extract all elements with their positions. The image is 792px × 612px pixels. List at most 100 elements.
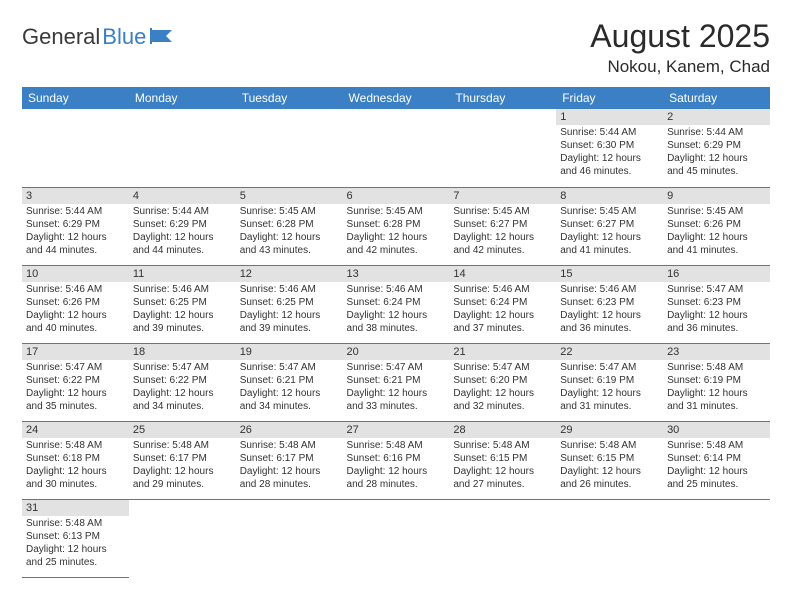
calendar-cell: 28Sunrise: 5:48 AMSunset: 6:15 PMDayligh…	[449, 421, 556, 499]
header: General Blue August 2025 Nokou, Kanem, C…	[22, 18, 770, 77]
calendar-cell: 6Sunrise: 5:45 AMSunset: 6:28 PMDaylight…	[343, 187, 450, 265]
day-details: Sunrise: 5:44 AMSunset: 6:29 PMDaylight:…	[22, 204, 129, 259]
calendar-cell	[343, 499, 450, 577]
calendar-cell	[236, 109, 343, 187]
day-details: Sunrise: 5:44 AMSunset: 6:30 PMDaylight:…	[556, 125, 663, 180]
day-details: Sunrise: 5:46 AMSunset: 6:26 PMDaylight:…	[22, 282, 129, 337]
day-number: 18	[129, 344, 236, 360]
calendar-cell: 1Sunrise: 5:44 AMSunset: 6:30 PMDaylight…	[556, 109, 663, 187]
day-details: Sunrise: 5:46 AMSunset: 6:24 PMDaylight:…	[449, 282, 556, 337]
day-number: 19	[236, 344, 343, 360]
weekday-header: Saturday	[663, 87, 770, 109]
day-details: Sunrise: 5:46 AMSunset: 6:24 PMDaylight:…	[343, 282, 450, 337]
calendar-cell	[129, 109, 236, 187]
calendar-cell: 10Sunrise: 5:46 AMSunset: 6:26 PMDayligh…	[22, 265, 129, 343]
day-number: 21	[449, 344, 556, 360]
calendar-cell: 12Sunrise: 5:46 AMSunset: 6:25 PMDayligh…	[236, 265, 343, 343]
calendar-body: 1Sunrise: 5:44 AMSunset: 6:30 PMDaylight…	[22, 109, 770, 577]
calendar-cell	[22, 109, 129, 187]
brand-logo: General Blue	[22, 18, 176, 50]
calendar-cell: 30Sunrise: 5:48 AMSunset: 6:14 PMDayligh…	[663, 421, 770, 499]
day-details: Sunrise: 5:47 AMSunset: 6:22 PMDaylight:…	[22, 360, 129, 415]
calendar-cell: 31Sunrise: 5:48 AMSunset: 6:13 PMDayligh…	[22, 499, 129, 577]
calendar-cell: 29Sunrise: 5:48 AMSunset: 6:15 PMDayligh…	[556, 421, 663, 499]
day-number: 4	[129, 188, 236, 204]
day-number: 20	[343, 344, 450, 360]
day-details: Sunrise: 5:47 AMSunset: 6:21 PMDaylight:…	[236, 360, 343, 415]
day-details: Sunrise: 5:47 AMSunset: 6:20 PMDaylight:…	[449, 360, 556, 415]
day-details: Sunrise: 5:48 AMSunset: 6:17 PMDaylight:…	[129, 438, 236, 493]
day-number: 1	[556, 109, 663, 125]
day-details: Sunrise: 5:47 AMSunset: 6:19 PMDaylight:…	[556, 360, 663, 415]
weekday-header: Monday	[129, 87, 236, 109]
day-details: Sunrise: 5:44 AMSunset: 6:29 PMDaylight:…	[129, 204, 236, 259]
day-number: 2	[663, 109, 770, 125]
calendar-cell: 22Sunrise: 5:47 AMSunset: 6:19 PMDayligh…	[556, 343, 663, 421]
calendar-cell: 9Sunrise: 5:45 AMSunset: 6:26 PMDaylight…	[663, 187, 770, 265]
day-details: Sunrise: 5:48 AMSunset: 6:18 PMDaylight:…	[22, 438, 129, 493]
day-details: Sunrise: 5:48 AMSunset: 6:16 PMDaylight:…	[343, 438, 450, 493]
day-number: 23	[663, 344, 770, 360]
calendar-cell: 25Sunrise: 5:48 AMSunset: 6:17 PMDayligh…	[129, 421, 236, 499]
title-block: August 2025 Nokou, Kanem, Chad	[590, 18, 770, 77]
weekday-header: Tuesday	[236, 87, 343, 109]
weekday-header: Thursday	[449, 87, 556, 109]
day-number: 12	[236, 266, 343, 282]
day-details: Sunrise: 5:46 AMSunset: 6:23 PMDaylight:…	[556, 282, 663, 337]
day-number: 28	[449, 422, 556, 438]
calendar-cell: 13Sunrise: 5:46 AMSunset: 6:24 PMDayligh…	[343, 265, 450, 343]
day-number: 24	[22, 422, 129, 438]
calendar-cell: 19Sunrise: 5:47 AMSunset: 6:21 PMDayligh…	[236, 343, 343, 421]
brand-word-2: Blue	[102, 24, 146, 50]
brand-word-1: General	[22, 24, 100, 50]
calendar-cell: 15Sunrise: 5:46 AMSunset: 6:23 PMDayligh…	[556, 265, 663, 343]
day-number: 5	[236, 188, 343, 204]
day-details: Sunrise: 5:45 AMSunset: 6:28 PMDaylight:…	[236, 204, 343, 259]
day-number: 27	[343, 422, 450, 438]
calendar-cell: 2Sunrise: 5:44 AMSunset: 6:29 PMDaylight…	[663, 109, 770, 187]
day-number: 22	[556, 344, 663, 360]
day-number: 15	[556, 266, 663, 282]
day-number: 11	[129, 266, 236, 282]
day-details: Sunrise: 5:45 AMSunset: 6:27 PMDaylight:…	[449, 204, 556, 259]
calendar-cell: 14Sunrise: 5:46 AMSunset: 6:24 PMDayligh…	[449, 265, 556, 343]
day-details: Sunrise: 5:44 AMSunset: 6:29 PMDaylight:…	[663, 125, 770, 180]
day-details: Sunrise: 5:48 AMSunset: 6:13 PMDaylight:…	[22, 516, 129, 571]
day-details: Sunrise: 5:45 AMSunset: 6:27 PMDaylight:…	[556, 204, 663, 259]
day-number: 31	[22, 500, 129, 516]
day-details: Sunrise: 5:47 AMSunset: 6:21 PMDaylight:…	[343, 360, 450, 415]
day-number: 26	[236, 422, 343, 438]
calendar-cell: 7Sunrise: 5:45 AMSunset: 6:27 PMDaylight…	[449, 187, 556, 265]
day-number: 25	[129, 422, 236, 438]
day-number: 3	[22, 188, 129, 204]
day-number: 13	[343, 266, 450, 282]
calendar-cell: 11Sunrise: 5:46 AMSunset: 6:25 PMDayligh…	[129, 265, 236, 343]
calendar-header-row: SundayMondayTuesdayWednesdayThursdayFrid…	[22, 87, 770, 109]
day-details: Sunrise: 5:48 AMSunset: 6:17 PMDaylight:…	[236, 438, 343, 493]
calendar-cell	[556, 499, 663, 577]
calendar-cell	[236, 499, 343, 577]
calendar-cell: 20Sunrise: 5:47 AMSunset: 6:21 PMDayligh…	[343, 343, 450, 421]
weekday-header: Wednesday	[343, 87, 450, 109]
day-details: Sunrise: 5:48 AMSunset: 6:14 PMDaylight:…	[663, 438, 770, 493]
day-details: Sunrise: 5:48 AMSunset: 6:15 PMDaylight:…	[449, 438, 556, 493]
location-subtitle: Nokou, Kanem, Chad	[590, 57, 770, 77]
weekday-header: Friday	[556, 87, 663, 109]
calendar-cell: 26Sunrise: 5:48 AMSunset: 6:17 PMDayligh…	[236, 421, 343, 499]
day-details: Sunrise: 5:46 AMSunset: 6:25 PMDaylight:…	[129, 282, 236, 337]
day-number: 16	[663, 266, 770, 282]
calendar-cell	[343, 109, 450, 187]
day-number: 9	[663, 188, 770, 204]
day-number: 10	[22, 266, 129, 282]
day-number: 30	[663, 422, 770, 438]
day-number: 6	[343, 188, 450, 204]
day-details: Sunrise: 5:48 AMSunset: 6:15 PMDaylight:…	[556, 438, 663, 493]
day-details: Sunrise: 5:48 AMSunset: 6:19 PMDaylight:…	[663, 360, 770, 415]
calendar-cell	[449, 109, 556, 187]
day-number: 17	[22, 344, 129, 360]
weekday-header: Sunday	[22, 87, 129, 109]
day-number: 29	[556, 422, 663, 438]
calendar-table: SundayMondayTuesdayWednesdayThursdayFrid…	[22, 87, 770, 578]
day-details: Sunrise: 5:47 AMSunset: 6:23 PMDaylight:…	[663, 282, 770, 337]
page-title: August 2025	[590, 18, 770, 55]
